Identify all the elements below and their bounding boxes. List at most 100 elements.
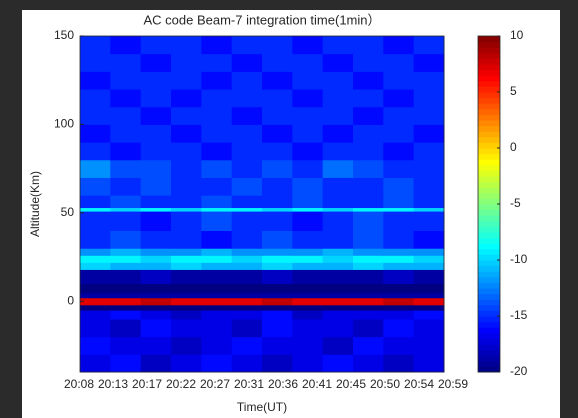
colorbar-segment bbox=[478, 97, 500, 104]
heatmap-cell bbox=[322, 269, 354, 285]
heatmap-cell bbox=[413, 142, 445, 161]
heatmap-cell bbox=[140, 283, 172, 293]
heatmap-cell bbox=[383, 207, 415, 212]
colorbar-segment bbox=[478, 282, 500, 289]
colorbar-segment bbox=[478, 304, 500, 311]
heatmap-cell bbox=[171, 36, 202, 55]
heatmap-cell bbox=[80, 36, 111, 55]
heatmap-cell bbox=[413, 71, 445, 90]
heatmap-cell bbox=[201, 269, 233, 285]
heatmap-cell bbox=[140, 310, 172, 320]
colorbar-segment bbox=[478, 36, 500, 43]
heatmap-cell bbox=[140, 207, 172, 212]
heatmap-cell bbox=[322, 292, 354, 299]
heatmap-cell bbox=[171, 207, 202, 212]
heatmap-cell bbox=[322, 71, 354, 90]
heatmap-cell bbox=[201, 304, 233, 311]
heatmap-cell bbox=[383, 354, 415, 373]
heatmap-cell bbox=[262, 53, 293, 72]
heatmap-cell bbox=[383, 297, 415, 306]
heatmap-cell bbox=[231, 283, 263, 293]
x-tick-label: 20:54 bbox=[404, 377, 434, 391]
heatmap-cell bbox=[110, 262, 142, 270]
heatmap-cell bbox=[140, 269, 172, 285]
heatmap-cell bbox=[262, 159, 293, 178]
heatmap-cell bbox=[110, 255, 142, 263]
colorbar-segment bbox=[478, 271, 500, 278]
heatmap-cell bbox=[171, 71, 202, 90]
heatmap-cell bbox=[201, 89, 233, 108]
heatmap-cell bbox=[201, 255, 233, 263]
heatmap-cell bbox=[322, 159, 354, 178]
heatmap-cell bbox=[413, 248, 445, 256]
heatmap-cell bbox=[292, 310, 324, 320]
heatmap-cell bbox=[383, 89, 415, 108]
heatmap-cell bbox=[353, 230, 384, 249]
heatmap-cell bbox=[110, 336, 142, 355]
heatmap-cell bbox=[353, 310, 384, 320]
heatmap-cell bbox=[292, 89, 324, 108]
heatmap-cell bbox=[322, 336, 354, 355]
heatmap-cell bbox=[110, 89, 142, 108]
colorbar-segment bbox=[478, 321, 500, 328]
colorbar-segment bbox=[478, 47, 500, 54]
heatmap-cell bbox=[110, 230, 142, 249]
heatmap-cell bbox=[231, 53, 263, 72]
heatmap-cell bbox=[80, 230, 111, 249]
colorbar-segment bbox=[478, 142, 500, 149]
colorbar-segment bbox=[478, 108, 500, 115]
heatmap-cell bbox=[413, 354, 445, 373]
heatmap-cell bbox=[110, 211, 142, 232]
heatmap-cell bbox=[110, 71, 142, 90]
colorbar-segment bbox=[478, 293, 500, 300]
heatmap-cell bbox=[322, 297, 354, 306]
heatmap-cell bbox=[413, 89, 445, 108]
heatmap-cell bbox=[292, 211, 324, 232]
heatmap-cell bbox=[80, 269, 111, 285]
heatmap-cell bbox=[262, 292, 293, 299]
heatmap-cell bbox=[80, 195, 111, 209]
heatmap-cell bbox=[383, 53, 415, 72]
heatmap-cell bbox=[231, 336, 263, 355]
x-tick-label: 20:13 bbox=[98, 377, 128, 391]
heatmap-cell bbox=[171, 318, 202, 338]
colorbar-segment bbox=[478, 181, 500, 188]
heatmap-cell bbox=[262, 230, 293, 249]
heatmap-cell bbox=[80, 71, 111, 90]
heatmap-cell bbox=[383, 159, 415, 178]
heatmap-cell bbox=[110, 297, 142, 306]
heatmap-cell bbox=[110, 142, 142, 161]
colorbar-segment bbox=[478, 344, 500, 351]
heatmap-cell bbox=[292, 71, 324, 90]
heatmap-cell bbox=[171, 336, 202, 355]
heatmap-cell bbox=[413, 318, 445, 338]
colorbar-segment bbox=[478, 75, 500, 82]
colorbar-segment bbox=[478, 125, 500, 132]
heatmap-cell bbox=[353, 318, 384, 338]
heatmap-cell bbox=[292, 142, 324, 161]
heatmap-cell bbox=[201, 142, 233, 161]
heatmap-cell bbox=[140, 262, 172, 270]
heatmap-cell bbox=[292, 177, 324, 196]
heatmap-cell bbox=[80, 211, 111, 232]
heatmap-cell bbox=[80, 310, 111, 320]
chart-title: AC code Beam-7 integration time(1min） bbox=[144, 12, 381, 27]
heatmap-cell bbox=[262, 89, 293, 108]
heatmap-cell bbox=[231, 106, 263, 125]
colorbar-tick-label: -5 bbox=[510, 196, 521, 210]
heatmap-cell bbox=[80, 255, 111, 263]
heatmap-cell bbox=[201, 177, 233, 196]
heatmap-cell bbox=[231, 142, 263, 161]
heatmap-cell bbox=[353, 89, 384, 108]
x-tick-label: 20:08 bbox=[64, 377, 94, 391]
heatmap-cell bbox=[80, 89, 111, 108]
heatmap-cell bbox=[231, 262, 263, 270]
heatmap-cell bbox=[80, 318, 111, 338]
heatmap-cell bbox=[383, 269, 415, 285]
heatmap-cell bbox=[201, 195, 233, 209]
heatmap-cell bbox=[292, 106, 324, 125]
heatmap-cell bbox=[80, 124, 111, 143]
heatmap-cell bbox=[413, 269, 445, 285]
heatmap-cell bbox=[413, 36, 445, 55]
heatmap-cell bbox=[292, 262, 324, 270]
